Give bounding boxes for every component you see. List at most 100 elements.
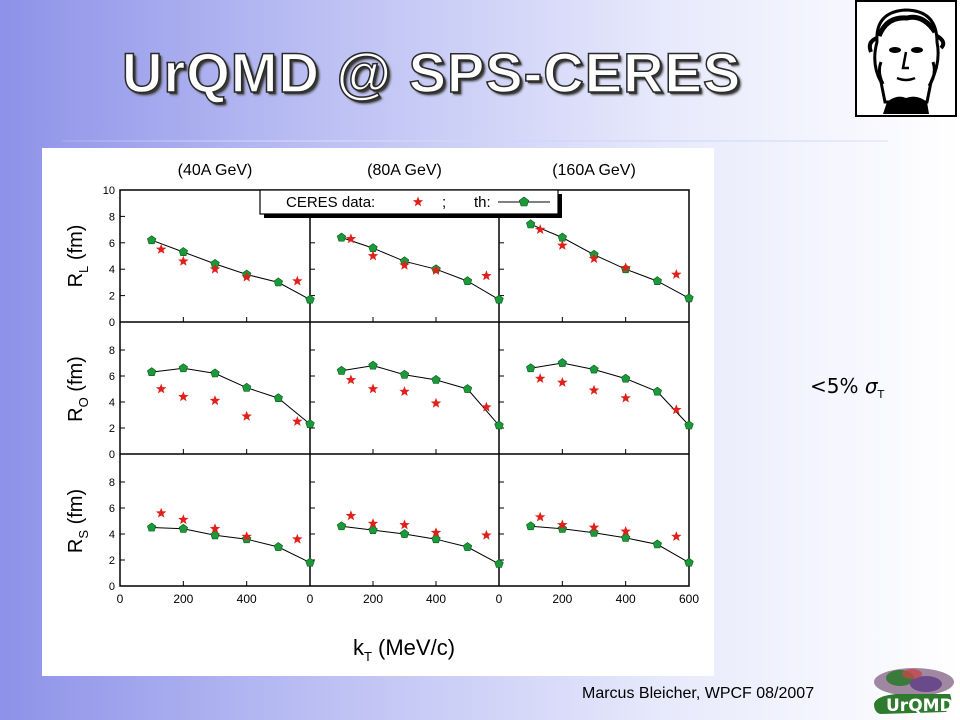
y-tick-label: 10 (103, 185, 115, 197)
theory-line (530, 223, 690, 299)
x-tick-label: 0 (307, 592, 314, 606)
slide-title: UrQMD @ SPS-CERES (121, 40, 742, 105)
y-tick-label: 2 (109, 555, 115, 567)
theory-point (336, 232, 347, 242)
theory-point (273, 393, 283, 402)
column-title: (40A GeV) (178, 162, 253, 179)
y-tick-label: 8 (109, 211, 115, 223)
theory-line (151, 527, 311, 564)
theory-point (589, 364, 599, 374)
y-tick-label: 8 (109, 477, 115, 489)
x-tick-label: 200 (363, 592, 383, 606)
theory-point (431, 375, 441, 384)
data-point (481, 529, 492, 540)
legend-separator: ; (442, 194, 446, 211)
x-axis-label-main: k (353, 635, 365, 660)
theory-point (147, 235, 157, 245)
y-tick-label: 6 (109, 503, 115, 515)
data-point (367, 250, 379, 261)
legend-data-label: CERES data: (286, 194, 375, 211)
data-point (557, 239, 568, 250)
theory-point (494, 294, 504, 304)
theory-point (684, 557, 694, 567)
theory-point (147, 522, 157, 532)
portrait-icon (867, 8, 946, 114)
theory-point (652, 276, 662, 285)
data-point (534, 373, 546, 383)
y-tick-label: 4 (109, 397, 115, 409)
theory-line (341, 525, 500, 565)
theory-point (178, 363, 188, 373)
y-tick-label: 6 (109, 238, 115, 250)
row-label-main: R (65, 539, 87, 553)
theory-point (431, 534, 441, 544)
data-point (345, 374, 357, 385)
x-axis-label: kT (MeV/c) (353, 635, 455, 664)
theory-line (341, 365, 500, 426)
legend-data-marker (412, 196, 424, 207)
side-note: <5% σT (810, 374, 884, 401)
y-tick-label: 2 (109, 423, 115, 435)
x-tick-label: 600 (679, 592, 699, 606)
theory-point (684, 293, 694, 303)
theory-point (462, 542, 473, 551)
data-point (481, 401, 492, 412)
y-tick-label: 0 (109, 581, 115, 593)
data-point (178, 255, 189, 266)
theory-point (684, 420, 694, 430)
theory-point (462, 276, 473, 285)
footer-author: Marcus Bleicher, WPCF 08/2007 (582, 685, 815, 702)
hbt-radii-figure: (40A GeV) (80A GeV) (160A GeV) RL (fm) RO (f… (42, 148, 714, 676)
theory-point (462, 384, 473, 393)
x-tick-label: 400 (616, 592, 636, 606)
chart-canvas: (40A GeV) (80A GeV) (160A GeV)RL (fm)RO (f… (65, 162, 699, 664)
data-point (155, 507, 167, 518)
x-axis-label-unit: (MeV/c) (372, 635, 455, 660)
legend-theory-label: th: (474, 194, 491, 211)
data-point (430, 265, 442, 275)
goethe-portrait-logo (855, 0, 957, 117)
x-tick-label: 0 (117, 592, 124, 606)
theory-point (526, 521, 536, 531)
data-point (534, 224, 546, 234)
theory-point (494, 559, 504, 568)
data-point (345, 233, 357, 244)
data-point (292, 533, 303, 544)
sigma-symbol: σ (864, 374, 878, 398)
data-point (620, 262, 631, 273)
data-point (178, 391, 189, 402)
theory-point (557, 232, 567, 242)
urqmd-logo: UrQMD (874, 668, 954, 716)
data-point (367, 518, 379, 528)
x-tick-label: 0 (496, 592, 503, 606)
theory-point (210, 368, 220, 378)
row-label-unit: (fm) (65, 489, 87, 530)
theory-point (368, 360, 378, 370)
row-label-subscript: S (76, 530, 91, 539)
data-point (292, 416, 303, 426)
theory-point (305, 419, 315, 429)
data-point (671, 531, 682, 541)
x-axis-label-subscript: T (364, 649, 372, 664)
y-tick-label: 6 (109, 371, 115, 383)
theory-point (273, 277, 283, 287)
column-title: (160A GeV) (552, 162, 636, 179)
theory-point (305, 294, 315, 304)
data-point (241, 271, 252, 282)
data-point (178, 514, 189, 525)
theory-point (242, 382, 252, 392)
theory-point (210, 530, 220, 540)
data-point (292, 275, 303, 286)
theory-point (652, 386, 662, 396)
data-point (209, 395, 221, 406)
y-tick-label: 2 (109, 291, 115, 303)
theory-point (336, 365, 347, 375)
theory-point (178, 523, 188, 533)
data-point (430, 527, 442, 538)
theory-point (305, 557, 315, 567)
y-tick-label: 8 (109, 345, 115, 357)
theory-point (526, 363, 536, 373)
y-tick-label: 0 (109, 449, 115, 461)
data-point (399, 519, 410, 530)
data-point (399, 386, 410, 396)
